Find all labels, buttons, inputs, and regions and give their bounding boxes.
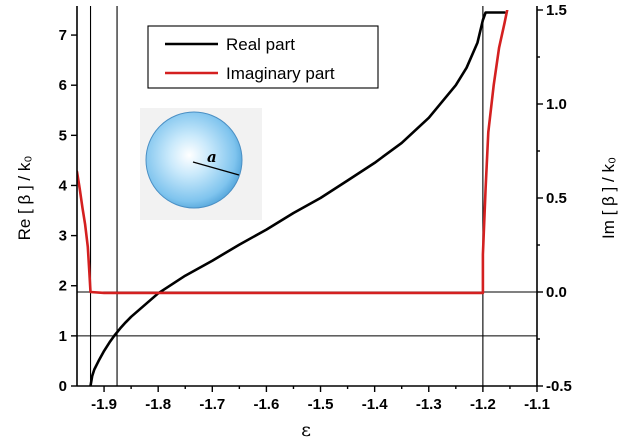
- sphere-radius-line: [192, 161, 240, 176]
- y-right-tick-label: -0.5: [546, 378, 572, 395]
- y-left-tick-label: 1: [59, 328, 67, 345]
- series-layer: [77, 10, 509, 386]
- sphere-icon: [145, 111, 243, 209]
- y-right-tick-label: 0.5: [546, 190, 567, 207]
- y-right-tick-label: 1.5: [546, 2, 567, 19]
- legend: Real part Imaginary part: [147, 25, 379, 89]
- x-axis-title: ε: [301, 419, 311, 441]
- sphere-radius-label: a: [207, 148, 217, 166]
- y-axis-left-title: Re [ β ] / k₀: [15, 156, 34, 241]
- y-left-tick-label: 4: [59, 177, 68, 194]
- y-left-tick-label: 5: [59, 127, 67, 144]
- y-right-tick-label: 0.0: [546, 284, 567, 301]
- legend-label-imaginary: Imaginary part: [226, 64, 335, 83]
- real-part-line: [89, 11, 506, 386]
- y-axis-right-title: Im [ β ] / k₀: [599, 157, 618, 239]
- y-left-tick-label: 6: [59, 77, 67, 94]
- x-tick-label: -1.8: [145, 396, 171, 413]
- y-left-ticks: 0 1 2 3 4 5 6 7: [59, 27, 77, 395]
- sphere-inset: a: [140, 108, 262, 220]
- legend-box: [147, 25, 379, 89]
- y-right-ticks: -0.5 0.0 0.5 1.0 1.5: [537, 2, 572, 395]
- x-tick-label: -1.1: [524, 396, 550, 413]
- x-tick-label: -1.6: [253, 396, 279, 413]
- x-tick-label: -1.5: [308, 396, 334, 413]
- x-tick-label: -1.3: [416, 396, 442, 413]
- imaginary-part-line: [77, 10, 509, 295]
- x-tick-label: -1.2: [470, 396, 496, 413]
- y-right-tick-label: 1.0: [546, 96, 567, 113]
- x-ticks: -1.9 -1.8 -1.7 -1.6 -1.5 -1.4 -1.3 -1.2 -1.1: [91, 386, 550, 413]
- legend-label-real: Real part: [226, 35, 295, 54]
- y-left-tick-label: 7: [59, 27, 67, 44]
- x-tick-label: -1.7: [199, 396, 225, 413]
- y-left-tick-label: 3: [59, 228, 67, 245]
- x-tick-label: -1.4: [362, 396, 389, 413]
- y-left-tick-label: 0: [59, 378, 67, 395]
- x-tick-label: -1.9: [91, 396, 117, 413]
- y-left-tick-label: 2: [59, 278, 67, 295]
